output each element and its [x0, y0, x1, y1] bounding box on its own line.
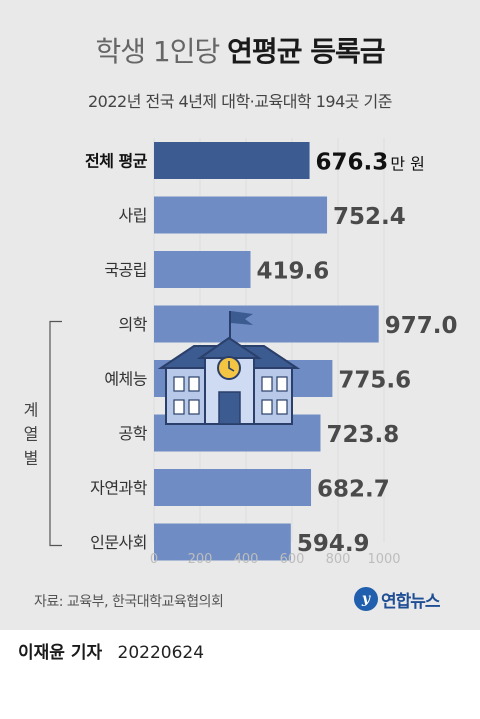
chart-subtitle: 2022년 전국 4년제 대학·교육대학 194곳 기준: [87, 92, 393, 111]
bar-6: [154, 469, 312, 506]
value-label: 752.4: [333, 204, 406, 230]
yonhap-logo: y 연합뉴스: [354, 584, 441, 614]
x-tick-label: 400: [234, 552, 259, 567]
bar-7: [154, 523, 291, 561]
title-bold: 연평균 등록금: [227, 35, 385, 68]
value-label: 594.9: [297, 531, 370, 557]
bar-2: [154, 251, 251, 288]
value-label: 775.6: [338, 368, 411, 394]
x-tick-label: 1000: [367, 552, 400, 567]
source-note: 자료: 교육부, 한국대학교육협의회: [34, 594, 224, 610]
bar-1: [154, 196, 328, 234]
category-label: 자연과학: [90, 479, 148, 498]
category-label: 사립: [119, 206, 147, 225]
group-label: 계: [24, 401, 39, 420]
yonhap-logo-icon: y: [354, 587, 378, 611]
author: 이재윤 기자: [18, 643, 103, 663]
school-building-icon: [157, 311, 301, 425]
chart-title: 학생 1인당 연평균 등록금: [0, 30, 480, 70]
infographic-card: 학생 1인당 연평균 등록금 2022년 전국 4년제 대학·교육대학 194곳…: [0, 0, 480, 630]
x-tick-label: 800: [326, 552, 351, 567]
category-label: 의학: [119, 315, 148, 334]
x-tick-label: 0: [150, 552, 158, 567]
byline: 이재윤 기자 20220624: [18, 638, 204, 663]
category-label: 공학: [119, 424, 148, 443]
category-label: 국공립: [104, 261, 147, 280]
x-tick-label: 200: [188, 552, 213, 567]
value-label: 419.6: [257, 259, 330, 285]
bar-3: [154, 305, 379, 343]
group-label: 열: [24, 425, 39, 444]
group-bracket: [49, 320, 62, 547]
publish-date: 20220624: [117, 643, 205, 663]
x-tick-label: 600: [280, 552, 305, 567]
group-label: 별: [24, 449, 39, 468]
logo-text: 연합뉴스: [381, 591, 441, 612]
value-label: 682.7: [317, 477, 390, 503]
category-label: 인문사회: [90, 533, 147, 552]
category-label: 전체 평균: [85, 152, 148, 171]
title-light: 학생 1인당: [95, 35, 221, 68]
value-label: 676.3 만 원: [316, 150, 425, 176]
value-label: 723.8: [326, 422, 399, 448]
category-label: 예체능: [104, 370, 147, 389]
unit-label: 만 원: [390, 155, 425, 174]
bar-0: [154, 142, 310, 179]
bar-chart: 전체 평균 676.3 만 원사립 752.4 국공립 419.6 의학 977.0 예체능 77…: [24, 138, 458, 567]
value-label: 977.0: [385, 313, 458, 339]
